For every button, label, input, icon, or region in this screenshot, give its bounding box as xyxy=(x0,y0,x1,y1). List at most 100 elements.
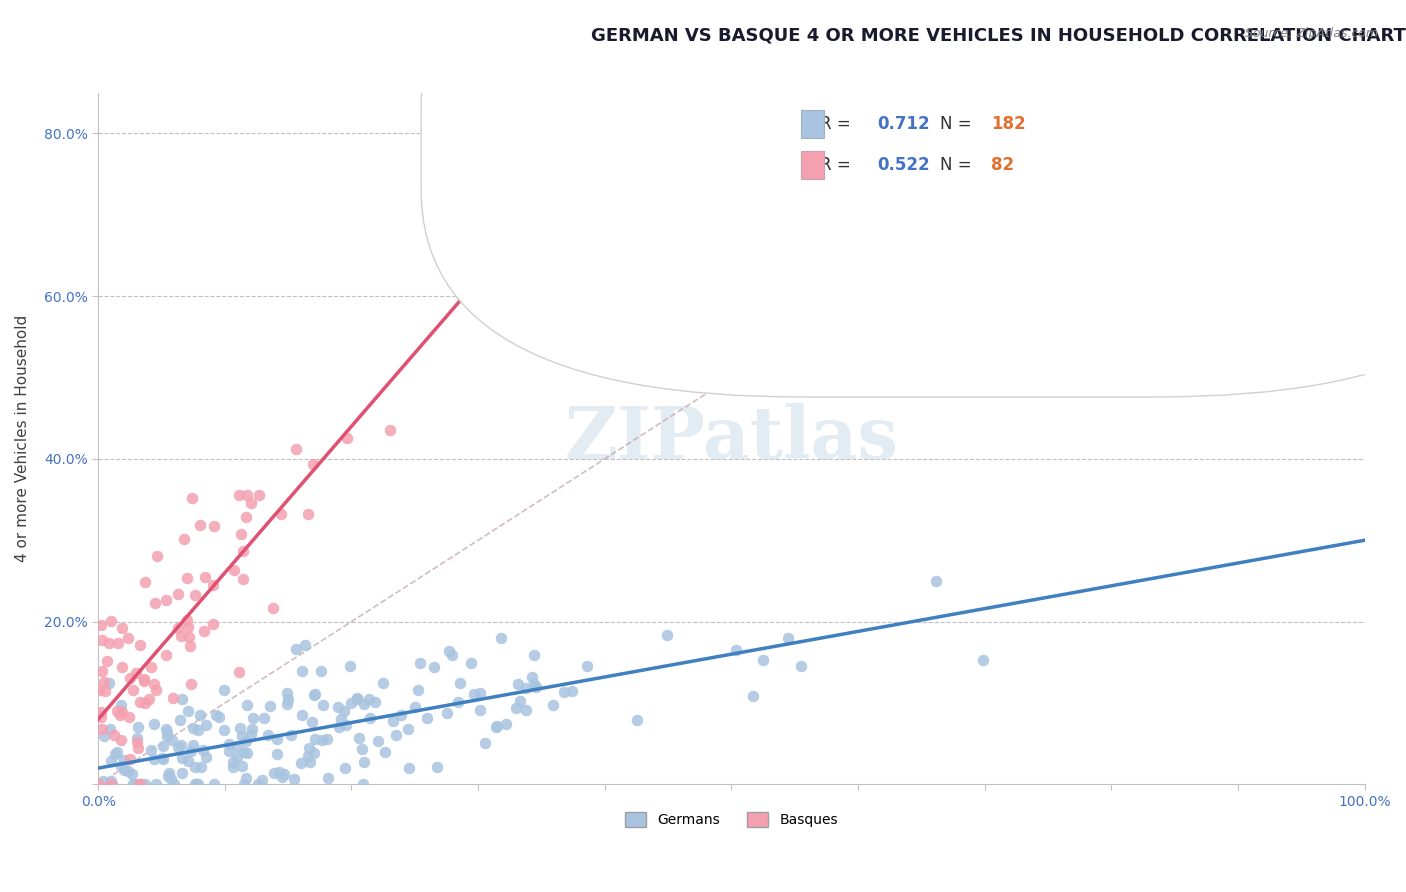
Point xyxy=(335,718,357,732)
Point xyxy=(193,624,215,638)
Point xyxy=(925,574,948,589)
Point xyxy=(173,532,195,546)
Point xyxy=(194,570,217,584)
Point xyxy=(280,728,302,742)
Point xyxy=(311,664,333,678)
Point xyxy=(202,616,225,631)
Point xyxy=(104,747,127,762)
Point xyxy=(134,697,156,711)
Point xyxy=(347,731,370,746)
Point xyxy=(523,648,546,663)
Text: N =: N = xyxy=(941,115,972,133)
Point xyxy=(235,488,257,502)
Point xyxy=(972,652,994,666)
Point xyxy=(232,543,254,558)
Point xyxy=(301,715,323,730)
Point xyxy=(277,691,299,706)
Point xyxy=(352,777,374,791)
Point xyxy=(212,723,235,738)
Point xyxy=(100,773,122,788)
Point xyxy=(266,732,288,747)
Point xyxy=(752,652,775,666)
Text: 0.522: 0.522 xyxy=(877,156,929,174)
Point xyxy=(188,518,211,533)
Point xyxy=(339,658,361,673)
Point xyxy=(276,686,298,700)
Point xyxy=(145,777,167,791)
Point xyxy=(231,729,253,743)
Point xyxy=(266,747,288,761)
Point xyxy=(270,770,292,784)
Point xyxy=(485,720,508,734)
Point xyxy=(107,704,129,718)
Point xyxy=(169,714,191,728)
Point xyxy=(789,659,811,673)
Point xyxy=(291,707,314,722)
Point xyxy=(145,682,167,697)
Point xyxy=(101,777,124,791)
Point xyxy=(103,728,125,742)
Point xyxy=(235,698,257,712)
Point xyxy=(228,721,250,735)
Point xyxy=(561,684,583,698)
Point xyxy=(353,756,375,770)
Point xyxy=(191,743,214,757)
Point xyxy=(170,691,193,706)
Point xyxy=(111,621,134,635)
Point xyxy=(90,664,112,678)
Point xyxy=(87,777,110,791)
Point xyxy=(239,727,262,741)
Point xyxy=(460,657,482,671)
Point xyxy=(100,777,122,791)
Point xyxy=(426,760,449,774)
Point xyxy=(436,706,458,721)
Point xyxy=(155,722,177,736)
Point xyxy=(139,743,162,757)
Point xyxy=(110,759,132,773)
Point xyxy=(222,755,245,769)
Point xyxy=(202,577,225,591)
Point xyxy=(195,750,218,764)
Point xyxy=(167,621,190,635)
Point xyxy=(350,741,373,756)
Point xyxy=(515,681,537,695)
Point xyxy=(304,732,326,747)
Point xyxy=(353,697,375,711)
Text: N =: N = xyxy=(941,156,972,174)
Point xyxy=(194,717,217,731)
Point xyxy=(93,774,115,789)
Point xyxy=(284,641,307,656)
Point xyxy=(179,639,201,653)
Point xyxy=(385,728,408,742)
Point xyxy=(522,670,544,684)
Point xyxy=(180,491,202,505)
Point xyxy=(163,777,186,791)
Point xyxy=(416,711,439,725)
Point xyxy=(298,755,321,769)
Point xyxy=(90,705,112,719)
Point xyxy=(98,722,121,736)
Point xyxy=(235,510,257,524)
Point xyxy=(157,769,180,783)
Point xyxy=(129,638,152,652)
Point xyxy=(298,741,321,756)
Point xyxy=(180,744,202,758)
Point xyxy=(470,703,492,717)
Point xyxy=(91,723,114,737)
Point xyxy=(283,772,305,786)
Point xyxy=(357,692,380,706)
Point xyxy=(180,677,202,691)
Point xyxy=(449,675,471,690)
Point xyxy=(333,704,356,718)
Point xyxy=(247,777,270,791)
Point xyxy=(474,736,496,750)
Point xyxy=(224,563,246,577)
Point xyxy=(247,488,270,502)
Point xyxy=(129,777,152,791)
Point xyxy=(489,631,512,645)
Point xyxy=(112,753,135,767)
Point xyxy=(218,744,240,758)
Point xyxy=(233,745,256,759)
Point xyxy=(228,665,250,679)
Point xyxy=(91,633,114,648)
